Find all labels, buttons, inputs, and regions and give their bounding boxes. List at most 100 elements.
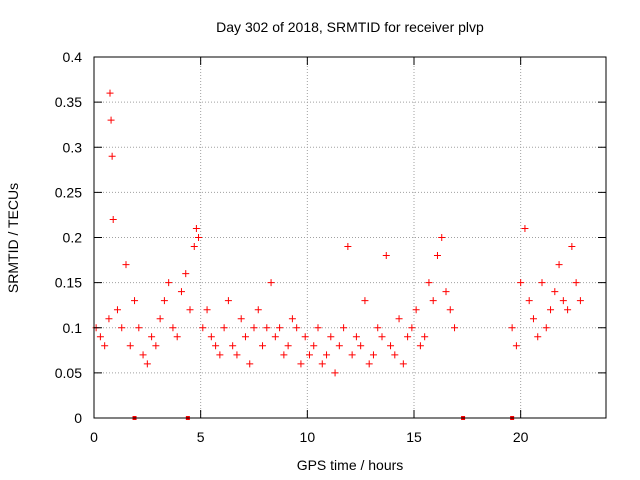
data-point [310, 342, 318, 350]
y-tick-label: 0.05 [55, 365, 82, 381]
y-tick-label: 0.25 [55, 184, 82, 200]
data-point [378, 333, 386, 341]
data-point [101, 342, 109, 350]
data-point [529, 315, 537, 323]
data-point [126, 342, 134, 350]
data-point [216, 351, 224, 359]
data-point [96, 333, 104, 341]
axis-ticks [93, 56, 606, 419]
x-tick-label: 5 [197, 429, 205, 445]
data-point [399, 360, 407, 368]
data-point [538, 279, 546, 287]
data-point [237, 315, 245, 323]
data-point [233, 351, 241, 359]
data-point [374, 324, 382, 332]
x-axis-title: GPS time / hours [297, 457, 404, 473]
data-point [438, 234, 446, 241]
data-point [212, 342, 220, 350]
x-tick-label: 0 [90, 429, 98, 445]
data-point [425, 279, 433, 287]
data-point [534, 333, 542, 341]
y-tick-label: 0 [74, 410, 82, 426]
data-point [148, 333, 156, 341]
data-point [305, 351, 313, 359]
data-point [284, 342, 292, 350]
data-point [547, 306, 555, 314]
data-point [293, 324, 301, 332]
data-point [301, 333, 309, 341]
data-point [109, 215, 117, 223]
data-point [199, 324, 207, 332]
data-point [254, 306, 262, 314]
y-tick-label: 0.35 [55, 94, 82, 110]
data-point [113, 306, 121, 314]
y-tick-label: 0.4 [63, 49, 83, 65]
data-point [229, 342, 237, 350]
data-point [177, 288, 185, 296]
data-point [521, 224, 529, 232]
data-point [105, 315, 113, 323]
data-point [369, 351, 377, 359]
data-point [408, 324, 416, 332]
data-point [207, 333, 215, 341]
data-point [263, 324, 271, 332]
data-point [160, 297, 168, 305]
data-point [122, 261, 130, 269]
data-point [331, 369, 339, 377]
x-tick-label: 15 [406, 429, 422, 445]
data-point [195, 234, 203, 241]
data-point [348, 351, 356, 359]
data-point [365, 360, 373, 368]
data-point [246, 360, 254, 368]
x-tick-label: 10 [300, 429, 316, 445]
data-point [391, 351, 399, 359]
data-point [139, 351, 147, 359]
data-point [382, 252, 390, 260]
data-point [344, 243, 352, 251]
data-point [190, 243, 198, 251]
data-point [555, 261, 563, 269]
data-point [433, 252, 441, 260]
data-point [135, 324, 143, 332]
data-point [107, 116, 115, 124]
data-point [451, 324, 459, 332]
data-point [280, 351, 288, 359]
data-point [361, 297, 369, 305]
data-point [224, 297, 232, 305]
data-point [271, 333, 279, 341]
data-point [297, 360, 305, 368]
chart-title: Day 302 of 2018, SRMTID for receiver plv… [216, 19, 484, 35]
y-tick-label: 0.15 [55, 275, 82, 291]
data-point [169, 324, 177, 332]
data-point [340, 324, 348, 332]
data-point [327, 333, 335, 341]
data-point [203, 306, 211, 314]
data-point [551, 288, 559, 296]
data-point [568, 243, 576, 251]
data-point [421, 333, 429, 341]
data-point [314, 324, 322, 332]
data-point [335, 342, 343, 350]
data-point [442, 288, 450, 296]
data-point [542, 324, 550, 332]
y-tick-label: 0.1 [63, 320, 83, 336]
data-point [173, 333, 181, 341]
data-point [106, 89, 114, 97]
tick-labels: 0 0.05 0.1 0.15 0.2 0.25 0.3 0.35 0.4 0 5 10 15 20 [55, 49, 529, 445]
data-point [267, 279, 275, 287]
data-point [182, 270, 190, 278]
data-point [323, 351, 331, 359]
data-point [192, 224, 200, 232]
data-point [241, 333, 249, 341]
data-point [446, 306, 454, 314]
data-point [517, 279, 525, 287]
data-point [404, 333, 412, 341]
data-point [512, 342, 520, 350]
data-point [143, 360, 151, 368]
data-point [152, 342, 160, 350]
data-point [572, 279, 580, 287]
data-point [352, 333, 360, 341]
data-point [416, 342, 424, 350]
